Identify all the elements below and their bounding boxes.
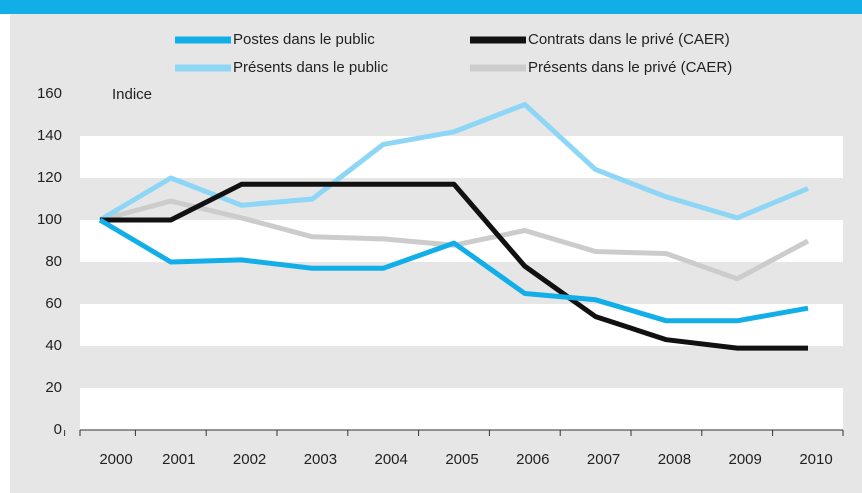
x-tick-label: 2005 xyxy=(445,451,478,468)
x-tick-label: 2000 xyxy=(99,451,132,468)
x-tick-label: 2010 xyxy=(799,451,832,468)
grid-band xyxy=(10,262,843,304)
legend-label: Postes dans le public xyxy=(233,31,375,48)
series-line xyxy=(98,217,809,324)
y-tick-label: 100 xyxy=(37,211,62,228)
series-line xyxy=(100,181,808,351)
legend-label: Présents dans le public xyxy=(233,59,389,76)
legend-label: Contrats dans le privé (CAER) xyxy=(528,31,730,48)
x-tick-label: 2006 xyxy=(516,451,549,468)
x-tick-label: 2007 xyxy=(587,451,620,468)
y-tick-label: 160 xyxy=(37,85,62,102)
y-tick-label: 60 xyxy=(45,295,62,312)
y-tick-label: 40 xyxy=(45,337,62,354)
y-tick-label: 0 xyxy=(54,421,62,438)
legend-label: Présents dans le privé (CAER) xyxy=(528,59,732,76)
bands xyxy=(10,94,843,430)
left-margin xyxy=(0,14,10,493)
y-tick-label: 140 xyxy=(37,127,62,144)
y-tick-label: 20 xyxy=(45,379,62,396)
x-tick-label: 2008 xyxy=(658,451,691,468)
x-tick-label: 2003 xyxy=(304,451,337,468)
x-tick-label: 2001 xyxy=(162,451,195,468)
x-tick-label: 2002 xyxy=(233,451,266,468)
grid-band xyxy=(10,346,843,388)
x-tick-label: 2009 xyxy=(729,451,762,468)
grid-band xyxy=(10,94,843,136)
y-axis-label: Indice xyxy=(112,86,152,103)
y-tick-label: 80 xyxy=(45,253,62,270)
x-tick-label: 2004 xyxy=(375,451,408,468)
top-band xyxy=(0,0,862,14)
y-tick-label: 120 xyxy=(37,169,62,186)
